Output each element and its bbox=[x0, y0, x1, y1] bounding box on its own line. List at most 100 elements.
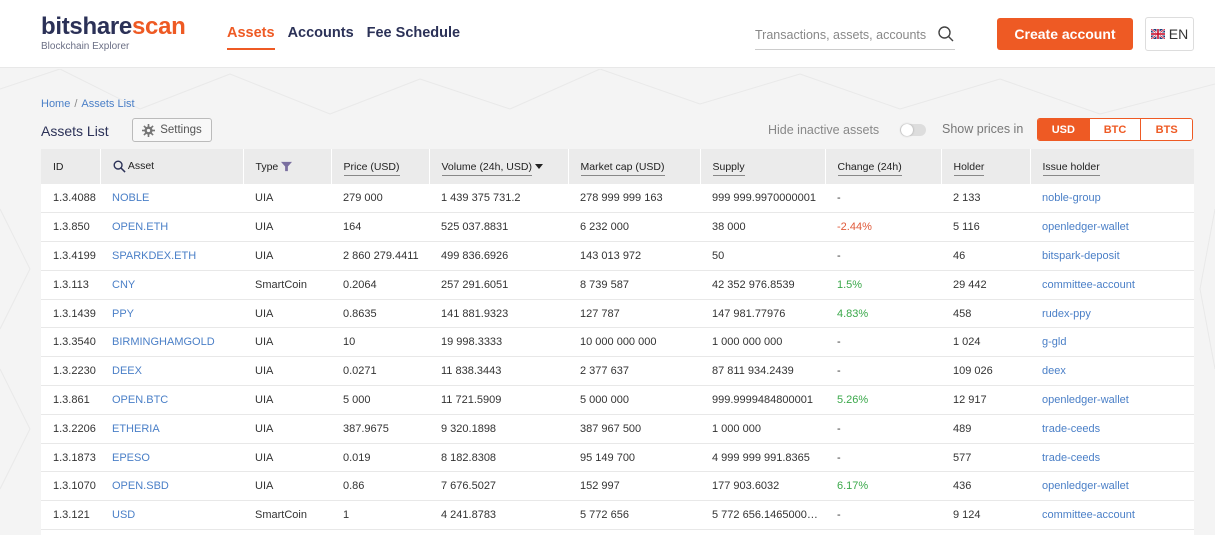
table-row[interactable]: 1.3.1070 OPEN.SBD UIA 0.86 7 676.5027 152 997… bbox=[41, 471, 1194, 502]
cell-supply: 1 000 000 bbox=[700, 414, 825, 444]
cell-volume: 7 676.5027 bbox=[429, 471, 568, 502]
table-row[interactable]: 1.3.113 CNY SmartCoin 0.2064 257 291.6051 8 7… bbox=[41, 270, 1194, 300]
breadcrumb-home[interactable]: Home bbox=[41, 98, 71, 110]
cell-asset[interactable]: CNY bbox=[100, 270, 243, 300]
col-header-type[interactable]: Type bbox=[243, 149, 332, 184]
cell-asset[interactable]: EPESO bbox=[100, 443, 243, 473]
cell-volume: 141 881.9323 bbox=[429, 299, 568, 329]
col-header-holder[interactable]: Holder bbox=[941, 149, 1031, 184]
cell-issue-holder[interactable]: openledger-wallet bbox=[1030, 212, 1194, 243]
table-row[interactable]: 1.3.861 OPEN.BTC UIA 5 000 11 721.5909 5 000 … bbox=[41, 385, 1194, 415]
cell-volume: 525 037.8831 bbox=[429, 212, 568, 243]
cell-type: UIA bbox=[243, 414, 331, 444]
language-selector[interactable]: EN bbox=[1145, 17, 1194, 51]
logo-part2: scan bbox=[131, 13, 186, 40]
col-header-issue-holder[interactable]: Issue holder bbox=[1030, 149, 1194, 184]
cell-price: 2 860 279.4411 bbox=[331, 241, 429, 271]
cell-issue-holder[interactable]: trade-ceeds bbox=[1030, 414, 1194, 444]
cell-asset[interactable]: ETHERIA bbox=[100, 414, 243, 444]
col-header-volume[interactable]: Volume (24h, USD) bbox=[429, 149, 569, 184]
search-input[interactable] bbox=[755, 22, 930, 46]
cell-issue-holder[interactable]: openledger-wallet bbox=[1030, 471, 1194, 502]
cell-holder: 577 bbox=[941, 443, 1030, 473]
logo-text: bitsharescan bbox=[41, 13, 186, 40]
cell-asset[interactable]: SPARKDEX.ETH bbox=[100, 241, 243, 271]
cell-volume: 1 439 375 731.2 bbox=[429, 184, 568, 214]
cell-volume: 19 998.3333 bbox=[429, 327, 568, 358]
cell-id: 1.3.4088 bbox=[41, 184, 100, 214]
cell-volume: 11 721.5909 bbox=[429, 385, 568, 415]
toggle-knob bbox=[901, 124, 913, 136]
col-header-market-cap[interactable]: Market cap (USD) bbox=[568, 149, 701, 184]
table-row[interactable]: 1.3.4199 SPARKDEX.ETH UIA 2 860 279.4411 499… bbox=[41, 241, 1194, 271]
cell-supply: 42 352 976.8539 bbox=[700, 270, 825, 300]
breadcrumb-current[interactable]: Assets List bbox=[81, 98, 135, 110]
cell-id: 1.3.2206 bbox=[41, 414, 100, 444]
cell-market-cap: 95 149 700 bbox=[568, 443, 700, 473]
cell-asset[interactable]: OPEN.SBD bbox=[100, 471, 243, 502]
cell-type: UIA bbox=[243, 241, 331, 271]
nav-assets[interactable]: Assets bbox=[227, 25, 275, 50]
cell-id: 1.3.861 bbox=[41, 385, 100, 415]
table-row[interactable]: 1.3.4088 NOBLE UIA 279 000 1 439 375 731.2 27… bbox=[41, 184, 1194, 214]
cell-issue-holder[interactable]: openledger-wallet bbox=[1030, 385, 1194, 415]
col-header-supply[interactable]: Supply bbox=[700, 149, 826, 184]
cell-supply: 5 772 656.1465000… bbox=[700, 500, 825, 531]
cell-asset[interactable]: BIRMINGHAMGOLD bbox=[100, 327, 243, 358]
cell-asset[interactable]: OPEN.ETH bbox=[100, 212, 243, 243]
col-header-asset[interactable]: Asset bbox=[100, 149, 244, 184]
cell-issue-holder[interactable]: bitspark-deposit bbox=[1030, 241, 1194, 271]
breadcrumb-separator: / bbox=[74, 98, 78, 110]
cell-issue-holder[interactable]: deex bbox=[1030, 356, 1194, 387]
table-body: 1.3.4088 NOBLE UIA 279 000 1 439 375 731.2 27… bbox=[41, 184, 1194, 531]
cell-id: 1.3.1070 bbox=[41, 471, 100, 502]
cell-issue-holder[interactable]: committee-account bbox=[1030, 270, 1194, 300]
search-icon[interactable] bbox=[937, 25, 955, 43]
cell-issue-holder[interactable]: trade-ceeds bbox=[1030, 443, 1194, 473]
create-account-button[interactable]: Create account bbox=[997, 18, 1133, 50]
cell-asset[interactable]: OPEN.BTC bbox=[100, 385, 243, 415]
cell-issue-holder[interactable]: rudex-ppy bbox=[1030, 299, 1194, 329]
table-row[interactable]: 1.3.121 USD SmartCoin 1 4 241.8783 5 772 656 5… bbox=[41, 500, 1194, 531]
cell-asset[interactable]: DEEX bbox=[100, 356, 243, 387]
cell-holder: 109 026 bbox=[941, 356, 1030, 387]
cell-market-cap: 10 000 000 000 bbox=[568, 327, 700, 358]
cell-issue-holder[interactable]: committee-account bbox=[1030, 500, 1194, 531]
cell-issue-holder[interactable]: g-gld bbox=[1030, 327, 1194, 358]
cell-volume: 4 241.8783 bbox=[429, 500, 568, 531]
col-header-label: Holder bbox=[953, 160, 985, 176]
cell-asset[interactable]: PPY bbox=[100, 299, 243, 329]
cell-change: - bbox=[825, 327, 941, 358]
cell-asset[interactable]: NOBLE bbox=[100, 184, 243, 214]
col-header-change[interactable]: Change (24h) bbox=[825, 149, 942, 184]
table-row[interactable]: 1.3.1439 PPY UIA 0.8635 141 881.9323 127 787 1… bbox=[41, 299, 1194, 329]
currency-usd-button[interactable]: USD bbox=[1038, 119, 1090, 140]
hide-inactive-toggle[interactable] bbox=[900, 124, 926, 136]
table-row[interactable]: 1.3.2230 DEEX UIA 0.0271 11 838.3443 2 377 63… bbox=[41, 356, 1194, 387]
cell-issue-holder[interactable]: noble-group bbox=[1030, 184, 1194, 214]
cell-asset[interactable]: USD bbox=[100, 500, 243, 531]
table-row[interactable]: 1.3.2206 ETHERIA UIA 387.9675 9 320.1898 387 … bbox=[41, 414, 1194, 444]
cell-price: 0.2064 bbox=[331, 270, 429, 300]
cell-supply: 999 999.9970000001 bbox=[700, 184, 825, 214]
table-row[interactable]: 1.3.1873 EPESO UIA 0.019 8 182.8308 95 149 70… bbox=[41, 443, 1194, 473]
cell-id: 1.3.1439 bbox=[41, 299, 100, 329]
search-icon[interactable] bbox=[113, 160, 126, 173]
logo[interactable]: bitsharescan Blockchain Explorer bbox=[41, 13, 186, 53]
language-label: EN bbox=[1168, 26, 1189, 42]
table-row[interactable]: 1.3.850 OPEN.ETH UIA 164 525 037.8831 6 232 0… bbox=[41, 212, 1194, 243]
cell-price: 0.0271 bbox=[331, 356, 429, 387]
table-header-row: ID Asset Type Price (USD) Volume (24h, U… bbox=[41, 149, 1194, 184]
settings-button[interactable]: Settings bbox=[132, 118, 212, 142]
nav-accounts[interactable]: Accounts bbox=[287, 25, 354, 41]
cell-price: 10 bbox=[331, 327, 429, 358]
col-header-id[interactable]: ID bbox=[41, 149, 101, 184]
currency-bts-button[interactable]: BTS bbox=[1141, 119, 1192, 140]
table-row[interactable]: 1.3.3540 BIRMINGHAMGOLD UIA 10 19 998.3333 10… bbox=[41, 327, 1194, 358]
cell-type: UIA bbox=[243, 471, 331, 502]
col-header-price[interactable]: Price (USD) bbox=[331, 149, 430, 184]
cell-type: UIA bbox=[243, 184, 331, 214]
filter-icon[interactable] bbox=[281, 161, 293, 172]
nav-fee-schedule[interactable]: Fee Schedule bbox=[366, 25, 461, 41]
currency-btc-button[interactable]: BTC bbox=[1089, 119, 1142, 140]
